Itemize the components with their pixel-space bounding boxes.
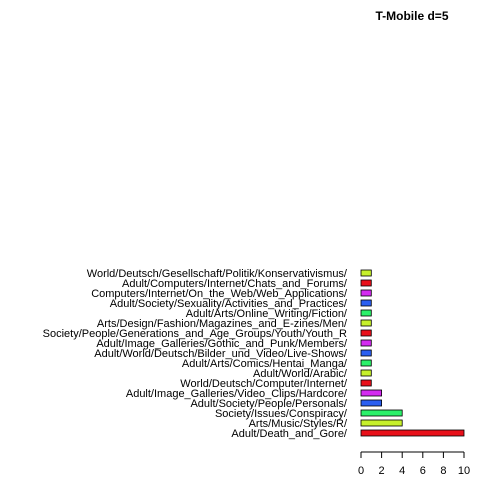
category-label: Society/Issues/Conspiracy/ (215, 408, 348, 420)
bar (360, 279, 372, 287)
bar (360, 329, 372, 337)
x-tick-label: 10 (458, 465, 470, 477)
category-label: Adult/Society/People/Personals/ (190, 398, 347, 410)
category-label: Adult/Image_Galleries/Gothic_and_Punk/Me… (96, 338, 348, 350)
x-tick-label: 6 (420, 465, 426, 477)
category-label: Adult/Arts/Comics/Hentai_Manga/ (182, 358, 348, 370)
bar (360, 309, 372, 317)
bar (360, 289, 372, 297)
x-tick-label: 8 (440, 465, 446, 477)
bar (360, 419, 403, 427)
chart-title: T-Mobile d=5 (375, 9, 448, 23)
category-label: World/Deutsch/Computer/Internet/ (180, 378, 348, 390)
category-label: Adult/Image_Galleries/Video_Clips/Hardco… (126, 388, 348, 400)
bar (360, 269, 372, 277)
category-label: Adult/Death_and_Gore/ (231, 428, 348, 440)
bar (360, 429, 465, 437)
bar (360, 319, 372, 327)
category-label: World/Deutsch/Gesellschaft/Politik/Konse… (87, 268, 348, 280)
category-label: Adult/Computers/Internet/Chats_and_Forum… (122, 278, 348, 290)
category-label: Adult/World/Arabic/ (253, 368, 348, 380)
bar (360, 299, 372, 307)
category-label: Adult/Society/Sexuality/Activities_and_P… (110, 298, 348, 310)
bar (360, 379, 372, 387)
category-label: Computers/Internet/On_the_Web/Web_Applic… (91, 288, 348, 300)
category-label: Adult/World/Deutsch/Bilder_und_Video/Liv… (94, 348, 348, 360)
bar (360, 389, 383, 397)
bar (360, 339, 372, 347)
category-label: Arts/Design/Fashion/Magazines_and_E-zine… (97, 318, 348, 330)
bar (360, 399, 383, 407)
x-tick-label: 4 (399, 465, 405, 477)
category-label: Society/People/Generations_and_Age_Group… (43, 328, 347, 340)
x-axis: 0 2 4 6 8 10 (358, 451, 470, 477)
x-tick-label: 0 (358, 465, 364, 477)
category-label: Arts/Music/Styles/R/ (249, 418, 348, 430)
bar (360, 349, 372, 357)
category-labels-group: Adult/Death_and_Gore/Arts/Music/Styles/R… (43, 268, 348, 440)
x-tick-label: 2 (379, 465, 385, 477)
bar (360, 359, 372, 367)
bars-group (360, 269, 465, 437)
bar (360, 409, 403, 417)
category-label: Adult/Arts/Online_Writing/Fiction/ (186, 308, 348, 320)
bar (360, 369, 372, 377)
